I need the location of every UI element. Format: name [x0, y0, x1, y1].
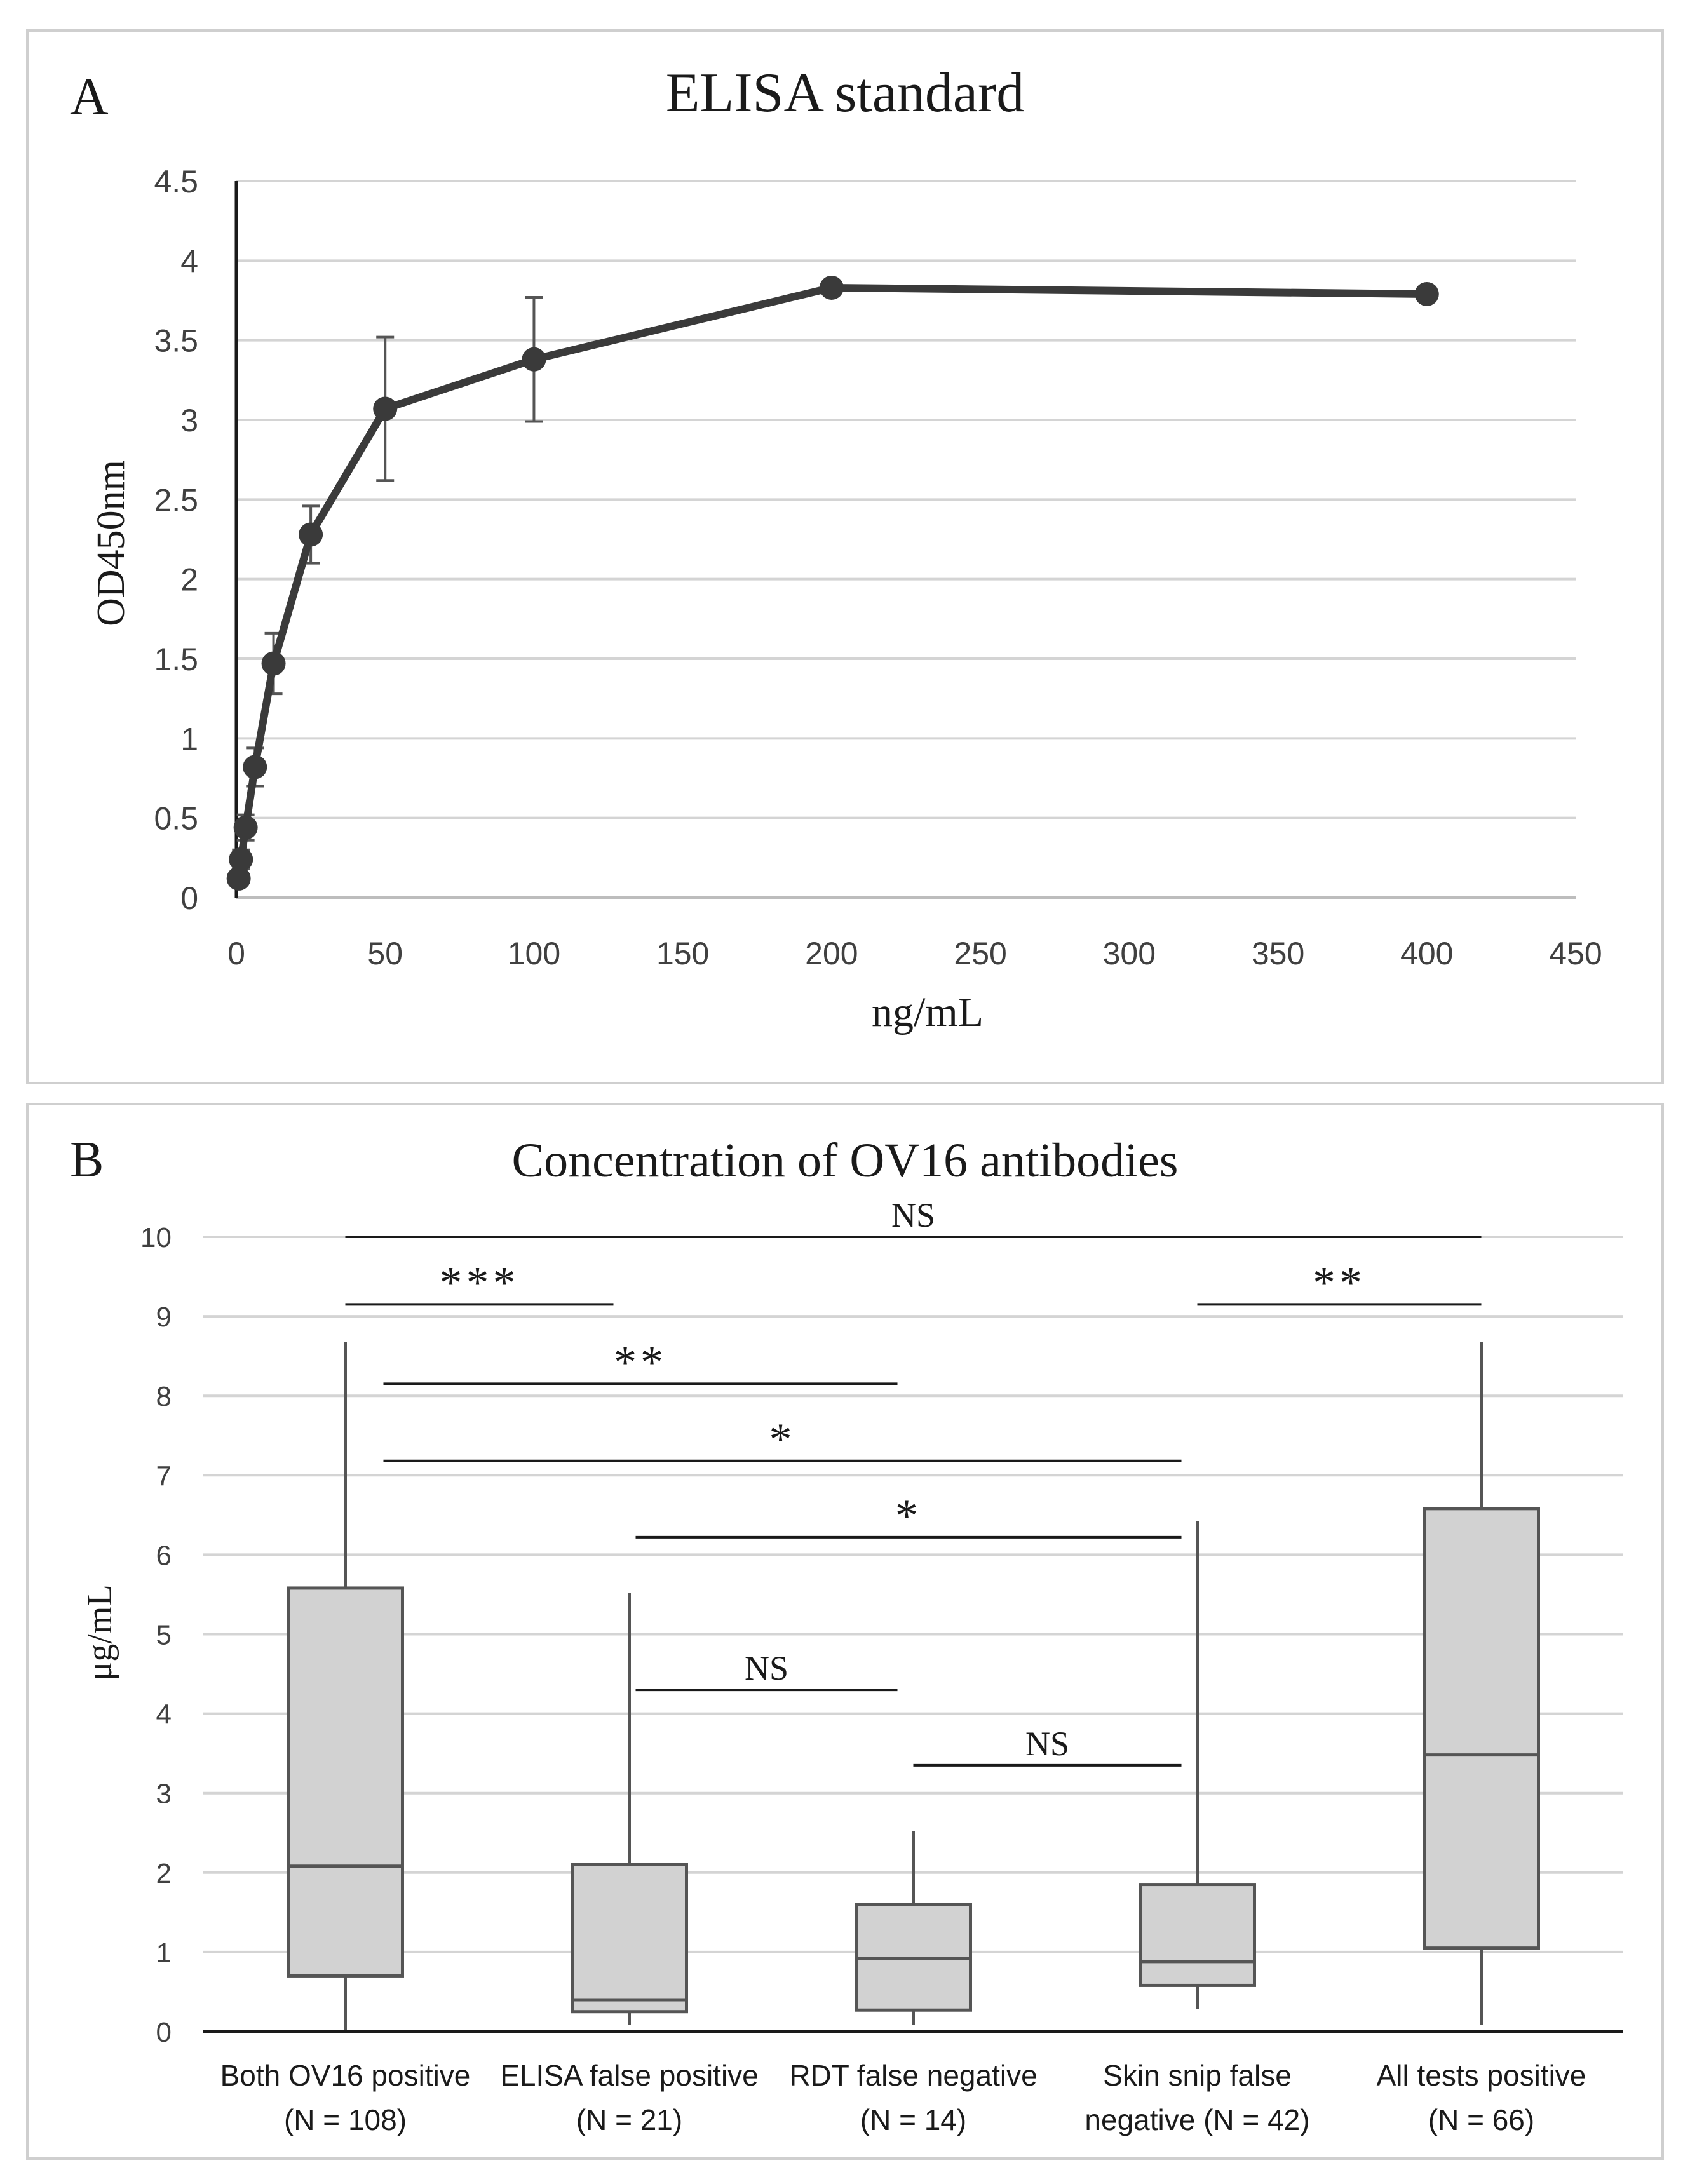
chart-b-category-labels: Both OV16 positive (N = 108) ELISA false p… [220, 2059, 1586, 2136]
panel-b-frame [26, 1103, 1664, 2160]
chart-b-box-group [571, 1593, 688, 2025]
chart-a-y-tick-label: 0 [180, 880, 198, 916]
chart-a-y-tick-label: 3.5 [154, 323, 198, 359]
chart-b-category-label-line2: (N = 14) [860, 2103, 966, 2136]
chart-a-y-tick-label: 1 [180, 721, 198, 757]
chart-a-x-tick-label: 250 [954, 936, 1006, 971]
chart-b-box-group [287, 1342, 404, 2030]
chart-b-y-tick-label: 2 [156, 1858, 172, 1889]
chart-a-x-tick-label: 350 [1252, 936, 1304, 971]
chart-b-y-label: μg/mL [80, 1584, 119, 1680]
chart-b-boxes [287, 1342, 1540, 2030]
chart-b-box [287, 1586, 404, 1978]
chart-b-y-tick-label: 8 [156, 1381, 172, 1412]
chart-a-point [233, 815, 258, 840]
chart-b-box-group [1139, 1521, 1256, 2009]
chart-a-x-tick-label: 400 [1400, 936, 1453, 971]
chart-b-significance-label: NS [891, 1196, 935, 1234]
chart-a-point [229, 847, 254, 872]
panel-a-letter: A [70, 67, 109, 126]
chart-a-x-tick-label: 0 [227, 936, 245, 971]
chart-a-point [226, 866, 251, 891]
chart-b-significance-label: * [895, 1490, 922, 1541]
chart-b-category-label-line1: All tests positive [1377, 2059, 1586, 2092]
chart-b-y-tick-label: 4 [156, 1699, 172, 1730]
chart-a-title: ELISA standard [666, 62, 1025, 124]
chart-a-point [299, 522, 323, 547]
chart-b-category-label-line2: negative (N = 42) [1085, 2103, 1309, 2136]
chart-a-series-line [234, 283, 1431, 882]
chart-a-points [226, 275, 1439, 891]
chart-b-y-tick-label: 10 [140, 1222, 172, 1253]
chart-a-x-tick-label: 200 [805, 936, 858, 971]
chart-a-x-label: ng/mL [872, 989, 984, 1035]
chart-a-x-tick-label: 300 [1103, 936, 1156, 971]
chart-b-box [571, 1863, 688, 2014]
chart-a-x-tick-label: 100 [508, 936, 560, 971]
chart-b-category-label-line2: (N = 21) [576, 2103, 682, 2136]
chart-a-point [1414, 281, 1439, 306]
chart-b-significance-label: ** [1313, 1257, 1366, 1308]
chart-a-gridlines [236, 180, 1576, 899]
chart-a-point [261, 651, 286, 676]
chart-a-x-tick-label: 50 [367, 936, 403, 971]
chart-b-y-tick-label: 1 [156, 1938, 172, 1969]
panel-b: B Concentration of OV16 antibodies 0 1 2 3 4… [26, 1103, 1664, 2160]
chart-b-box-group [855, 1831, 972, 2025]
chart-b-y-tick-label: 7 [156, 1460, 172, 1492]
panel-a: A ELISA standard 0 0.5 1 1.5 2 2.5 3 3.5 4 4.5 0 5… [26, 29, 1664, 1084]
chart-a-point [243, 755, 267, 779]
chart-b-category-label-line2: (N = 108) [284, 2103, 407, 2136]
chart-b-y-tick-label: 9 [156, 1302, 172, 1333]
chart-b-category-label-line1: Both OV16 positive [220, 2059, 471, 2092]
chart-a-y-tick-label: 2 [180, 562, 198, 598]
chart-b-y-tick-label: 5 [156, 1620, 172, 1651]
chart-b-significance-label: ** [614, 1337, 667, 1387]
chart-a-x-tick-label: 150 [656, 936, 709, 971]
chart-b-y-tick-label: 0 [156, 2017, 172, 2048]
chart-a-y-tick-label: 4 [180, 243, 198, 279]
chart-b-category-label-line1: RDT false negative [789, 2059, 1037, 2092]
chart-a-y-tick-label: 1.5 [154, 642, 198, 677]
chart-b-significance-label: * [769, 1414, 796, 1465]
chart-b-significance-label: NS [745, 1649, 788, 1687]
chart-a-y-tick-label: 3 [180, 403, 198, 438]
chart-a-point [819, 275, 844, 300]
chart-a-y-label: OD450nm [90, 460, 133, 626]
chart-b-significance-label: *** [440, 1257, 520, 1308]
panel-b-letter: B [70, 1132, 104, 1188]
chart-b-category-label-line2: (N = 66) [1428, 2103, 1534, 2136]
chart-b-category-label-line1: ELISA false positive [500, 2059, 759, 2092]
chart-a-point [373, 396, 398, 421]
chart-b-box [1423, 1507, 1540, 1950]
chart-a-x-tick-label: 450 [1549, 936, 1602, 971]
chart-a-x-ticks: 0 50 100 150 200 250 300 350 400 450 [227, 936, 1602, 971]
panel-a-frame [26, 29, 1664, 1084]
chart-a-y-ticks: 0 0.5 1 1.5 2 2.5 3 3.5 4 4.5 [154, 164, 198, 916]
chart-b-title: Concentration of OV16 antibodies [511, 1134, 1178, 1187]
chart-b-box-group [1423, 1342, 1540, 2025]
chart-b-y-ticks: 0 1 2 3 4 5 6 7 8 9 10 [140, 1222, 172, 2048]
chart-a-y-tick-label: 2.5 [154, 482, 198, 518]
chart-b-category-label-line1: Skin snip false [1103, 2059, 1292, 2092]
chart-a-y-tick-label: 4.5 [154, 164, 198, 199]
chart-a-y-tick-label: 0.5 [154, 801, 198, 837]
chart-b-box [1139, 1883, 1256, 1987]
chart-a-point [522, 347, 546, 372]
chart-b-y-tick-label: 3 [156, 1779, 172, 1810]
chart-b-significance-label: NS [1025, 1725, 1069, 1763]
chart-b-y-tick-label: 6 [156, 1540, 172, 1571]
